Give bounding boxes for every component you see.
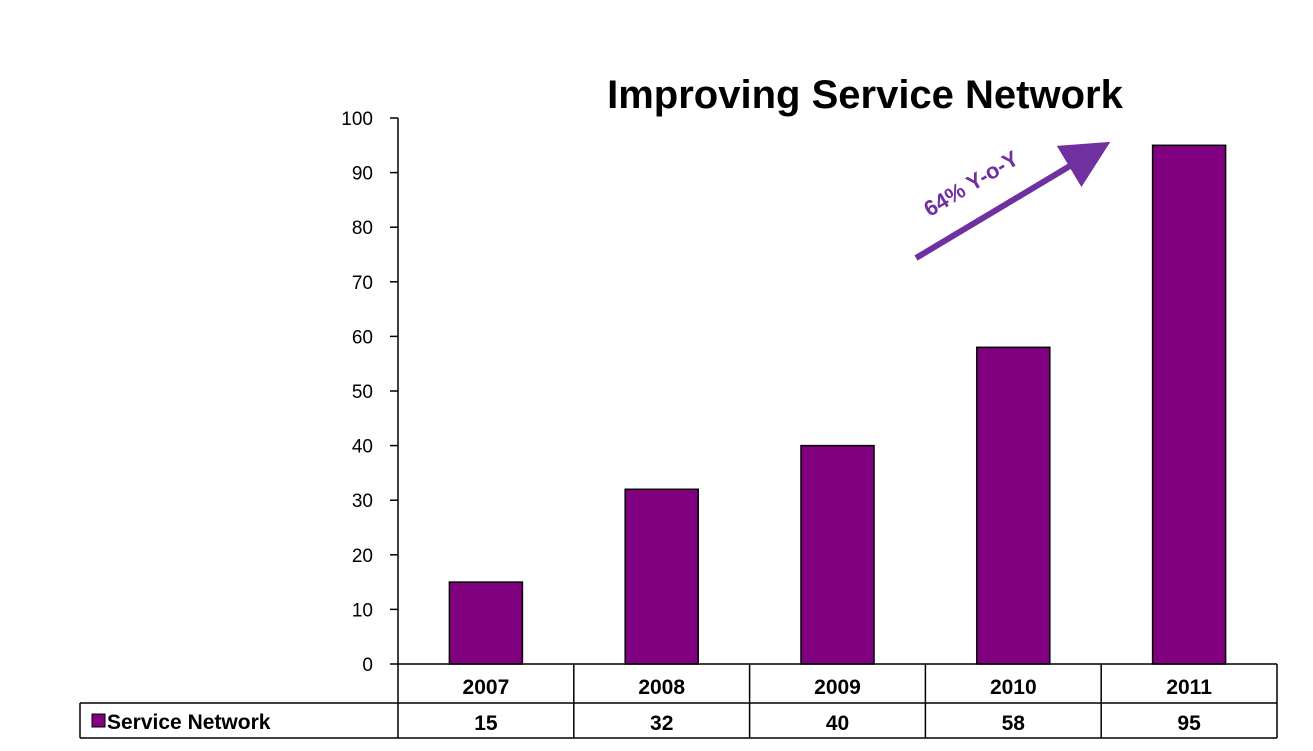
y-tick-label: 10 [352, 600, 373, 621]
y-tick-label: 30 [352, 491, 373, 512]
bars [448, 144, 1227, 665]
y-tick-label: 90 [352, 164, 373, 185]
table-category-label: 2007 [463, 676, 510, 699]
y-tick-label: 40 [352, 437, 373, 458]
growth-annotation: 64% Y-o-Y [919, 145, 1023, 221]
table-value-cell: 40 [826, 712, 849, 735]
table-category-label: 2011 [1166, 676, 1212, 699]
y-tick-label: 0 [362, 655, 373, 676]
growth-arrow [914, 141, 1111, 261]
bar-2009 [800, 444, 875, 665]
bar-2008 [624, 488, 699, 665]
chart-title: Improving Service Network [607, 73, 1123, 117]
table-value-cell: 15 [474, 712, 498, 735]
data-table: 2007 15 2008 32 2009 40 2010 58 2011 95 Service Ne… [79, 663, 1278, 739]
table-category-label: 2009 [814, 676, 861, 699]
bar-2010 [976, 346, 1051, 665]
y-tick-label: 60 [352, 327, 373, 348]
bar-2007 [448, 581, 524, 665]
series-name-label: Service Network [107, 711, 271, 734]
table-value-cell: 58 [1002, 712, 1026, 735]
y-tick-label: 80 [352, 218, 373, 239]
table-category-label: 2010 [990, 676, 1037, 699]
table-value-cell: 32 [650, 712, 673, 735]
table-category-label: 2008 [638, 676, 685, 699]
y-tick-label: 100 [341, 109, 373, 130]
y-tick-label: 20 [352, 546, 373, 567]
legend-key [91, 713, 106, 728]
y-tick-label: 70 [352, 273, 373, 294]
bar-2011 [1151, 144, 1227, 665]
table-value-cell: 95 [1177, 712, 1201, 735]
y-axis-ticks: 0 10 20 30 40 50 60 70 80 90 100 [341, 109, 398, 676]
y-tick-label: 50 [352, 382, 373, 403]
